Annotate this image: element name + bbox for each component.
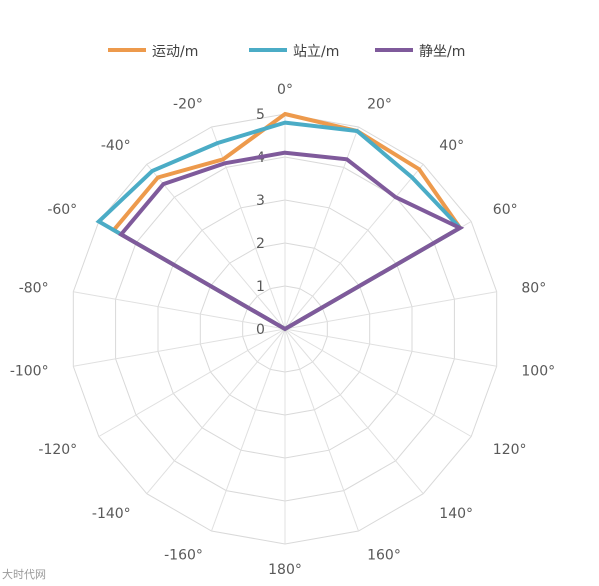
legend-label: 运动/m (152, 44, 198, 60)
angle-tick-label: 0° (277, 82, 293, 98)
angle-tick-label: -160° (164, 548, 203, 564)
spoke (284, 328, 472, 437)
angle-tick-label: 60° (493, 202, 518, 218)
angle-tick-label: 120° (493, 442, 527, 458)
legend-label: 静坐/m (419, 44, 465, 60)
angle-tick-label: -120° (38, 442, 77, 458)
spoke (284, 291, 497, 330)
radial-tick-label: 2 (256, 236, 265, 252)
angle-tick-label: 80° (521, 280, 546, 296)
radial-tick-label: 3 (256, 193, 265, 209)
angle-tick-label: -40° (101, 138, 131, 154)
angle-tick-label: 100° (521, 364, 555, 380)
spoke (211, 328, 286, 532)
spoke (284, 328, 359, 532)
angle-tick-label: 160° (367, 548, 401, 564)
angle-tick-label: -20° (173, 97, 203, 113)
angle-tick-label: 180° (268, 562, 302, 578)
angle-tick-label: 40° (439, 138, 464, 154)
angle-tick-label: -100° (10, 364, 49, 380)
angle-tick-label: -80° (19, 280, 49, 296)
radial-tick-label: 5 (256, 107, 265, 123)
spoke (146, 328, 286, 495)
spoke (73, 328, 286, 367)
spoke (73, 291, 286, 330)
radial-tick-label: 1 (256, 279, 265, 295)
angle-tick-labels: 0° 20° 40° 60° 80° 100° 120° 140° 160° 180° -160° -… (10, 82, 555, 578)
spoke (284, 163, 424, 330)
angle-tick-label: -60° (47, 202, 77, 218)
spoke (146, 163, 286, 330)
spoke (284, 328, 497, 367)
spoke (284, 328, 424, 495)
radial-tick-label: 0 (256, 322, 265, 338)
angle-tick-label: 20° (367, 97, 392, 113)
angle-tick-label: -140° (92, 506, 131, 522)
series-line (118, 150, 465, 332)
legend-label: 站立/m (293, 44, 339, 60)
legend: 运动/m 站立/m 静坐/m (108, 44, 465, 60)
spoke (98, 328, 286, 437)
angle-tick-label: 140° (439, 506, 473, 522)
watermark: 大时代网 (2, 568, 46, 581)
series-lines (95, 111, 465, 332)
